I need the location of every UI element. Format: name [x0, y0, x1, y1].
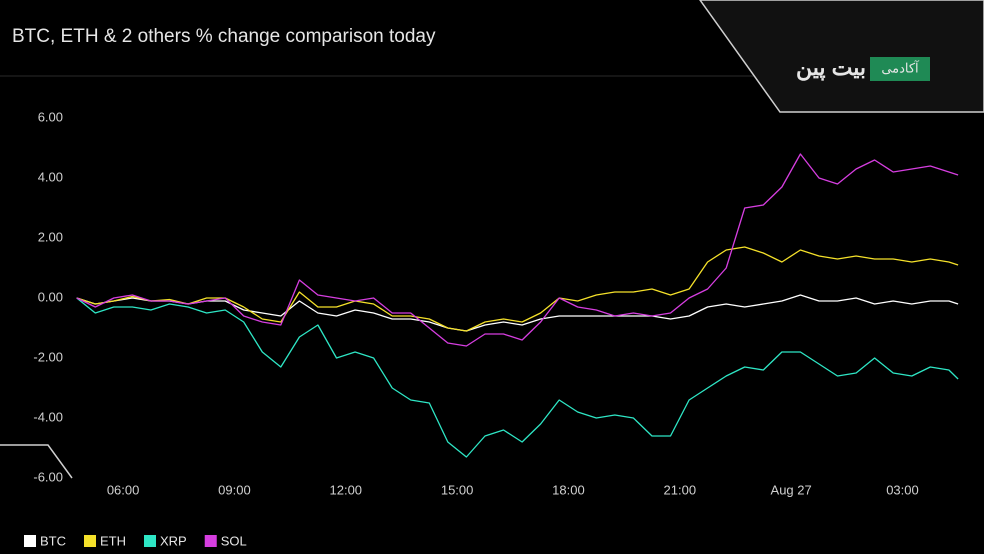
- y-tick-label: -4.00: [33, 409, 63, 424]
- y-tick-label: 6.00: [38, 109, 63, 124]
- y-tick-label: -2.00: [33, 349, 63, 364]
- y-tick-label: -6.00: [33, 469, 63, 484]
- x-tick-label: 09:00: [218, 482, 251, 497]
- corner-decoration: [0, 444, 73, 479]
- logo-brand: بیت پین: [796, 55, 866, 82]
- y-tick-label: 0.00: [38, 289, 63, 304]
- series-line: [76, 294, 959, 332]
- chart-title: BTC, ETH & 2 others % change comparison …: [12, 26, 436, 47]
- legend-swatch: [204, 535, 217, 547]
- legend: BTC ETH XRP SOL: [24, 533, 247, 548]
- x-tick-label: 21:00: [664, 482, 697, 497]
- legend-label: XRP: [160, 533, 187, 548]
- legend-swatch: [84, 535, 96, 547]
- x-tick-label: 18:00: [552, 482, 585, 497]
- legend-label: BTC: [40, 533, 66, 548]
- legend-swatch: [144, 535, 156, 547]
- legend-swatch: [24, 535, 36, 547]
- logo-badge: [870, 57, 930, 81]
- x-tick-label: 12:00: [330, 482, 363, 497]
- legend-label: SOL: [221, 533, 247, 548]
- x-tick-label: 03:00: [886, 482, 919, 497]
- y-tick-label: 4.00: [38, 169, 63, 184]
- series-line: [76, 297, 959, 458]
- x-tick-label: 15:00: [441, 482, 474, 497]
- plot-area: [76, 153, 959, 458]
- x-tick-label: Aug 27: [771, 482, 812, 497]
- legend-label: ETH: [100, 533, 126, 548]
- series-line: [76, 153, 959, 347]
- logo-label: آکادمی: [881, 59, 920, 75]
- x-tick-label: 06:00: [107, 482, 140, 497]
- y-tick-label: 2.00: [38, 229, 63, 244]
- logo-panel: [699, 0, 984, 113]
